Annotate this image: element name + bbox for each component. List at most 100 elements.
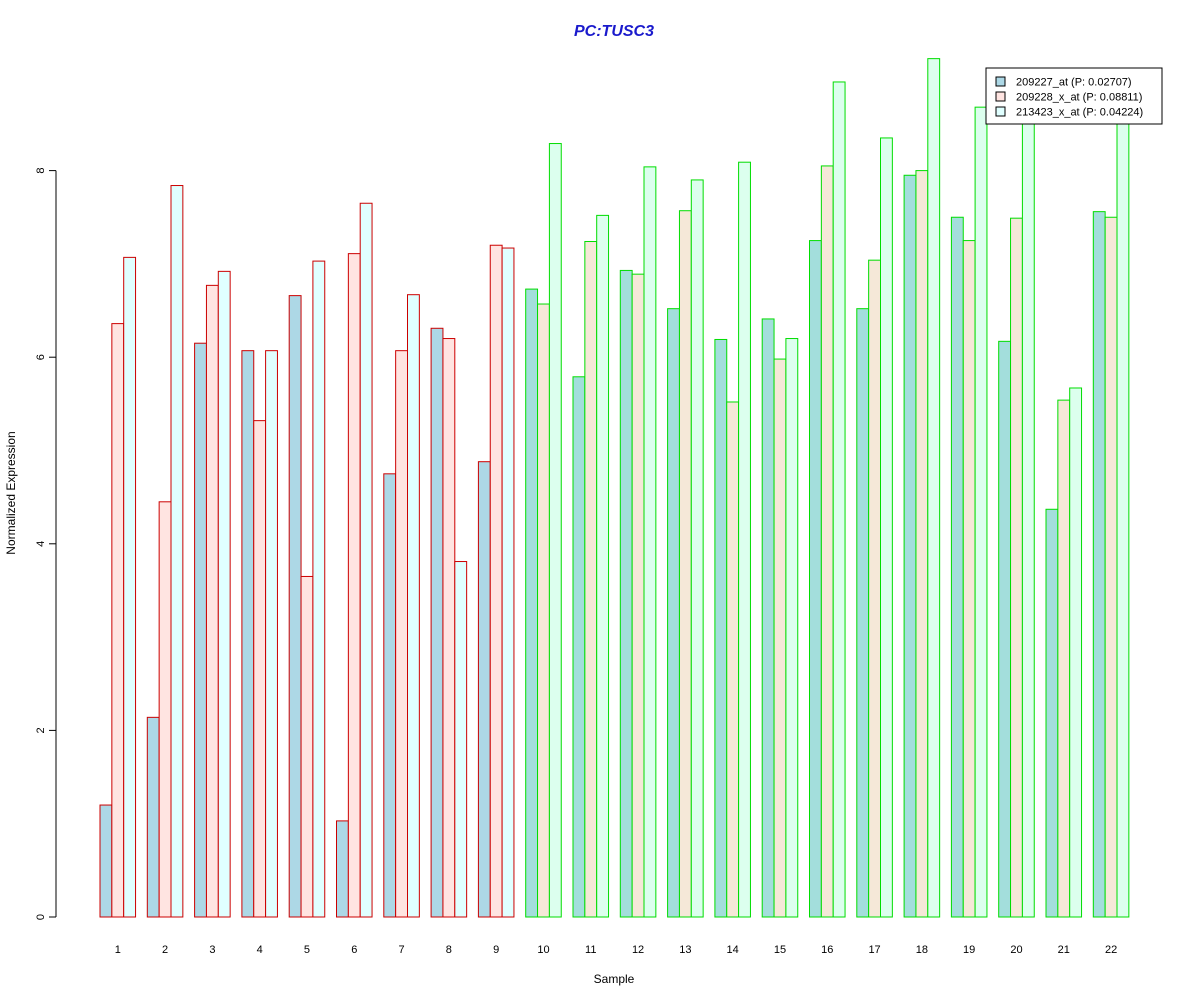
bar-sample-15-series-2 (773, 358, 787, 918)
bar-sample-3-series-2 (205, 284, 219, 918)
x-tick-label: 2 (162, 944, 168, 956)
bar-sample-5-series-2 (300, 575, 314, 918)
bar-sample-1-series-1 (99, 804, 113, 918)
legend-entry-3: 213423_x_at (P: 0.04224) (1016, 107, 1143, 119)
y-tick-label: 2 (35, 727, 47, 733)
y-tick-label: 0 (35, 914, 47, 920)
bar-sample-13-series-3 (690, 179, 704, 918)
bar-sample-16-series-2 (820, 165, 834, 918)
bar-sample-11-series-3 (596, 214, 610, 918)
bar-sample-8-series-2 (442, 338, 456, 918)
bar-sample-12-series-2 (631, 273, 645, 918)
bar-sample-6-series-3 (359, 202, 373, 918)
bar-sample-21-series-3 (1069, 387, 1083, 918)
bar-sample-13-series-2 (678, 210, 692, 918)
x-tick-label: 10 (537, 944, 549, 956)
bar-sample-7-series-3 (407, 294, 420, 918)
x-tick-label: 11 (585, 944, 596, 956)
x-tick-label: 1 (115, 944, 121, 956)
y-tick-label: 6 (35, 354, 47, 360)
bar-sample-5-series-1 (288, 295, 302, 918)
y-tick-label: 4 (35, 541, 47, 547)
bar-sample-21-series-1 (1045, 508, 1059, 918)
bar-sample-11-series-2 (584, 241, 598, 918)
x-tick-label: 4 (257, 944, 263, 956)
bar-sample-10-series-1 (525, 288, 539, 918)
x-tick-label: 22 (1105, 944, 1117, 956)
x-tick-label: 16 (821, 944, 833, 956)
bar-sample-9-series-2 (489, 244, 503, 918)
x-tick-label: 9 (493, 944, 499, 956)
x-tick-label: 8 (446, 944, 452, 956)
bars (99, 58, 1130, 918)
bar-sample-14-series-2 (726, 401, 740, 918)
x-tick-label: 13 (679, 944, 691, 956)
x-tick-label: 14 (727, 944, 739, 956)
bar-sample-11-series-1 (572, 376, 586, 918)
y-axis: 0 2 4 6 8 (35, 168, 57, 920)
bar-sample-10-series-2 (537, 303, 550, 918)
x-axis-title: Sample (594, 972, 635, 986)
y-axis-title: Normalized Expression (4, 431, 18, 554)
legend-entry-2: 209228_x_at (P: 0.08811) (1016, 92, 1142, 104)
bar-sample-22-series-3 (1116, 114, 1130, 918)
x-tick-label: 17 (868, 944, 880, 956)
bar-sample-18-series-2 (915, 170, 929, 918)
bar-sample-22-series-2 (1104, 216, 1118, 918)
bar-sample-5-series-3 (312, 260, 326, 918)
bar-sample-1-series-3 (123, 256, 137, 918)
bar-sample-4-series-3 (265, 350, 278, 918)
x-axis-tick-labels: 1 2 3 4 5 6 7 8 9 10 11 12 13 14 15 16 17 18 19 20 21 22 (115, 944, 1117, 956)
x-tick-label: 7 (399, 944, 405, 956)
legend-box (985, 67, 1163, 125)
legend-swatch-2 (995, 91, 1006, 102)
x-tick-label: 12 (632, 944, 644, 956)
bar-sample-1-series-2 (111, 323, 125, 918)
bar-sample-2-series-3 (170, 185, 184, 918)
bar-sample-14-series-3 (738, 161, 751, 918)
bar-sample-15-series-3 (785, 338, 799, 918)
x-tick-label: 3 (209, 944, 215, 956)
chart-title: PC:TUSC3 (574, 23, 654, 40)
bar-sample-9-series-3 (501, 247, 515, 918)
bar-sample-2-series-1 (146, 716, 160, 918)
bar-sample-20-series-1 (998, 340, 1012, 918)
bar-sample-9-series-1 (477, 461, 491, 918)
bar-sample-2-series-2 (158, 501, 172, 918)
bar-sample-17-series-3 (880, 137, 893, 918)
legend-swatch-3 (995, 106, 1006, 117)
bar-sample-22-series-1 (1092, 211, 1106, 918)
bar-sample-19-series-2 (962, 240, 976, 918)
x-tick-label: 5 (304, 944, 310, 956)
bar-sample-19-series-3 (974, 106, 988, 918)
bar-sample-12-series-3 (643, 166, 657, 918)
bar-sample-18-series-1 (903, 174, 917, 918)
bar-sample-7-series-2 (395, 350, 408, 918)
bar-sample-4-series-1 (241, 350, 255, 918)
bar-sample-4-series-2 (253, 420, 267, 918)
bar-sample-16-series-3 (832, 81, 846, 918)
x-tick-label: 19 (963, 944, 975, 956)
bar-sample-13-series-1 (667, 308, 680, 918)
legend: 209227_at (P: 0.02707) 209228_x_at (P: 0.… (985, 67, 1163, 125)
x-tick-label: 20 (1010, 944, 1022, 956)
bar-sample-6-series-2 (347, 253, 361, 918)
bar-sample-8-series-3 (454, 561, 468, 918)
bar-sample-21-series-2 (1057, 399, 1071, 918)
bar-sample-7-series-1 (383, 473, 397, 918)
bar-sample-10-series-3 (548, 143, 562, 918)
bar-sample-8-series-1 (430, 327, 444, 918)
bar-sample-19-series-1 (950, 216, 964, 918)
bar-sample-12-series-1 (619, 269, 633, 918)
bar-sample-3-series-3 (217, 270, 231, 918)
x-tick-label: 15 (774, 944, 786, 956)
bar-sample-14-series-1 (714, 338, 728, 918)
x-tick-label: 21 (1058, 944, 1070, 956)
legend-swatch-1 (995, 76, 1006, 87)
x-tick-label: 6 (351, 944, 357, 956)
bar-sample-18-series-3 (927, 58, 941, 918)
bar-sample-17-series-2 (868, 259, 882, 918)
x-tick-label: 18 (916, 944, 928, 956)
bar-sample-16-series-1 (809, 240, 822, 918)
